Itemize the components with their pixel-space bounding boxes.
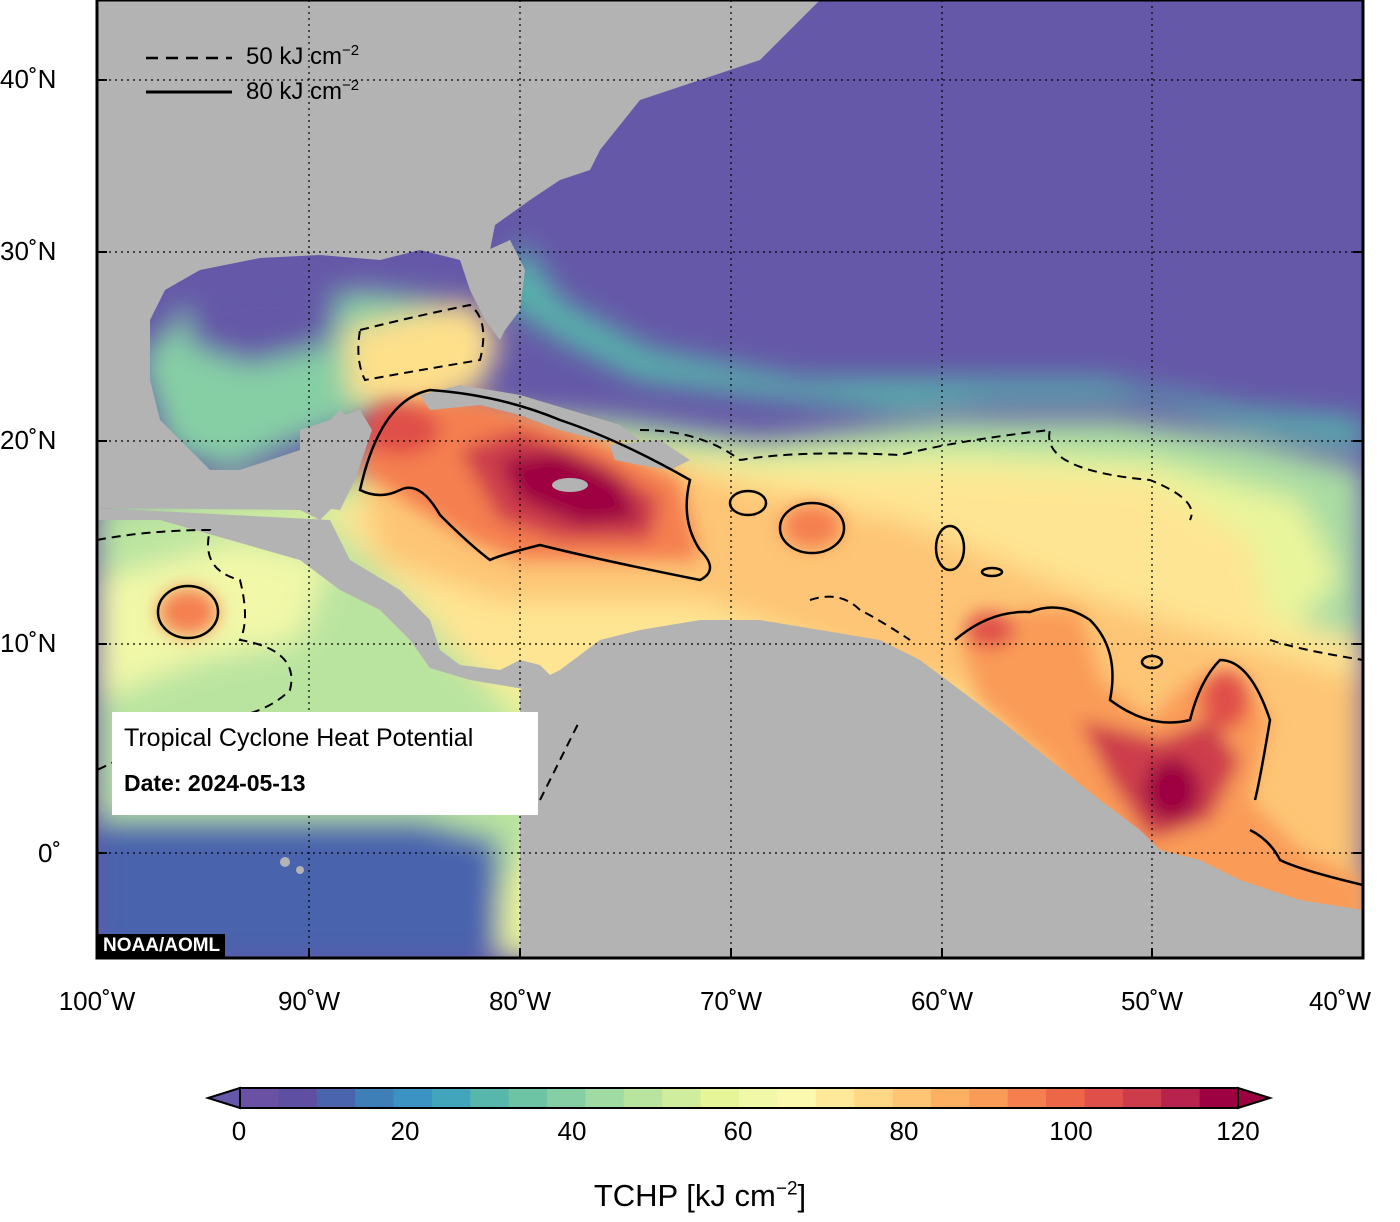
colorbar-tick-120: 120 <box>1216 1116 1260 1146</box>
lon-label-80w: 80˚W <box>488 986 552 1016</box>
colorbar-cell <box>1046 1088 1086 1108</box>
colorbar-cell <box>739 1088 778 1108</box>
map-date: Date: 2024-05-13 <box>124 770 306 796</box>
colorbar-high-arrow <box>1237 1086 1274 1110</box>
lon-label-90w: 90˚W <box>277 986 341 1016</box>
colorbar-tick-20: 20 <box>390 1116 420 1146</box>
colorbar-cell <box>662 1088 702 1108</box>
colorbar-cell <box>1084 1088 1124 1108</box>
axis-ticks <box>97 79 1363 958</box>
colorbar-cell <box>700 1088 740 1108</box>
credit-badge: NOAA/AOML <box>98 934 226 958</box>
lon-label-40w: 40˚W <box>1308 986 1372 1016</box>
colorbar-cell <box>892 1088 932 1108</box>
colorbar-cell <box>1007 1088 1047 1108</box>
yucatan-land <box>300 410 372 510</box>
contour-80 <box>156 388 1363 887</box>
lat-label-10n: 10˚N <box>0 628 57 658</box>
colorbar-cell <box>1161 1088 1201 1108</box>
colorbar-cell <box>316 1088 356 1108</box>
jamaica-land <box>552 478 588 492</box>
colorbar-tick-0: 0 <box>231 1116 247 1146</box>
cuba-land <box>420 385 640 440</box>
colorbar-cell <box>547 1088 587 1108</box>
colorbar-tick-60: 60 <box>723 1116 753 1146</box>
colorbar-frame <box>239 1087 1239 1109</box>
lat-label-30n: 30˚N <box>0 236 57 266</box>
colorbar-low-arrow <box>204 1086 241 1110</box>
colorbar-cell <box>815 1088 855 1108</box>
colorbar-cell <box>1199 1088 1239 1108</box>
colorbar-cell <box>623 1088 663 1108</box>
colorbar-cell <box>355 1088 395 1108</box>
lon-label-50w: 50˚W <box>1120 986 1184 1016</box>
map-info-box: Tropical Cyclone Heat Potential Date: 20… <box>112 712 538 815</box>
colorbar-cell <box>508 1088 548 1108</box>
colorbar-cell <box>1122 1088 1162 1108</box>
lat-label-20n: 20˚N <box>0 425 57 455</box>
land-masses <box>97 0 1363 958</box>
tchp-hot-cores <box>158 400 1363 958</box>
galapagos-island <box>296 866 304 874</box>
galapagos-island <box>280 857 290 867</box>
colorbar-cell <box>969 1088 1009 1108</box>
lon-label-100w: 100˚W <box>58 986 136 1016</box>
colorbar-cell <box>777 1088 817 1108</box>
contour-50 <box>97 303 1363 801</box>
lat-label-0: 0˚ <box>38 838 62 868</box>
colorbar-cell <box>431 1088 471 1108</box>
south-america-land <box>520 620 1363 958</box>
colorbar-cell <box>854 1088 894 1108</box>
colorbar-cell <box>930 1088 970 1108</box>
north-america-land <box>97 0 820 520</box>
colorbar-tick-40: 40 <box>557 1116 587 1146</box>
colorbar-cell <box>470 1088 510 1108</box>
colorbar-cell <box>240 1088 279 1108</box>
colorbar-tick-100: 100 <box>1049 1116 1093 1146</box>
legend-50-label: 50 kJ cm−2 <box>246 42 360 70</box>
central-america-land <box>97 508 555 690</box>
colorbar-label: TCHP [kJ cm−2] <box>593 1178 807 1213</box>
lat-label-40n: 40˚N <box>0 64 57 94</box>
colorbar-tick-80: 80 <box>889 1116 919 1146</box>
colorbar-cell <box>585 1088 625 1108</box>
legend-80-label: 80 kJ cm−2 <box>246 77 360 105</box>
lon-label-60w: 60˚W <box>910 986 974 1016</box>
lon-label-70w: 70˚W <box>699 986 763 1016</box>
colorbar <box>240 1088 1239 1108</box>
florida-land <box>488 240 525 330</box>
colorbar-cell <box>393 1088 433 1108</box>
map-title: Tropical Cyclone Heat Potential <box>124 724 474 752</box>
colorbar-cell <box>278 1088 318 1108</box>
